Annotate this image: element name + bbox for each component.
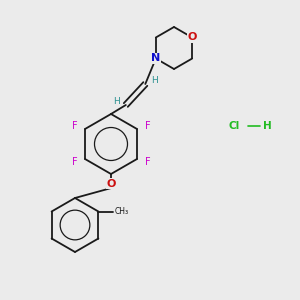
Text: N: N [151, 53, 160, 64]
Text: O: O [188, 32, 197, 43]
Text: O: O [106, 178, 116, 189]
Text: F: F [145, 157, 150, 167]
Text: H: H [151, 76, 158, 85]
Text: CH₃: CH₃ [115, 207, 129, 216]
Text: F: F [72, 121, 77, 131]
Text: F: F [145, 121, 150, 131]
Text: H: H [262, 121, 272, 131]
Text: Cl: Cl [228, 121, 240, 131]
Text: F: F [72, 157, 77, 167]
Text: H: H [113, 97, 120, 106]
